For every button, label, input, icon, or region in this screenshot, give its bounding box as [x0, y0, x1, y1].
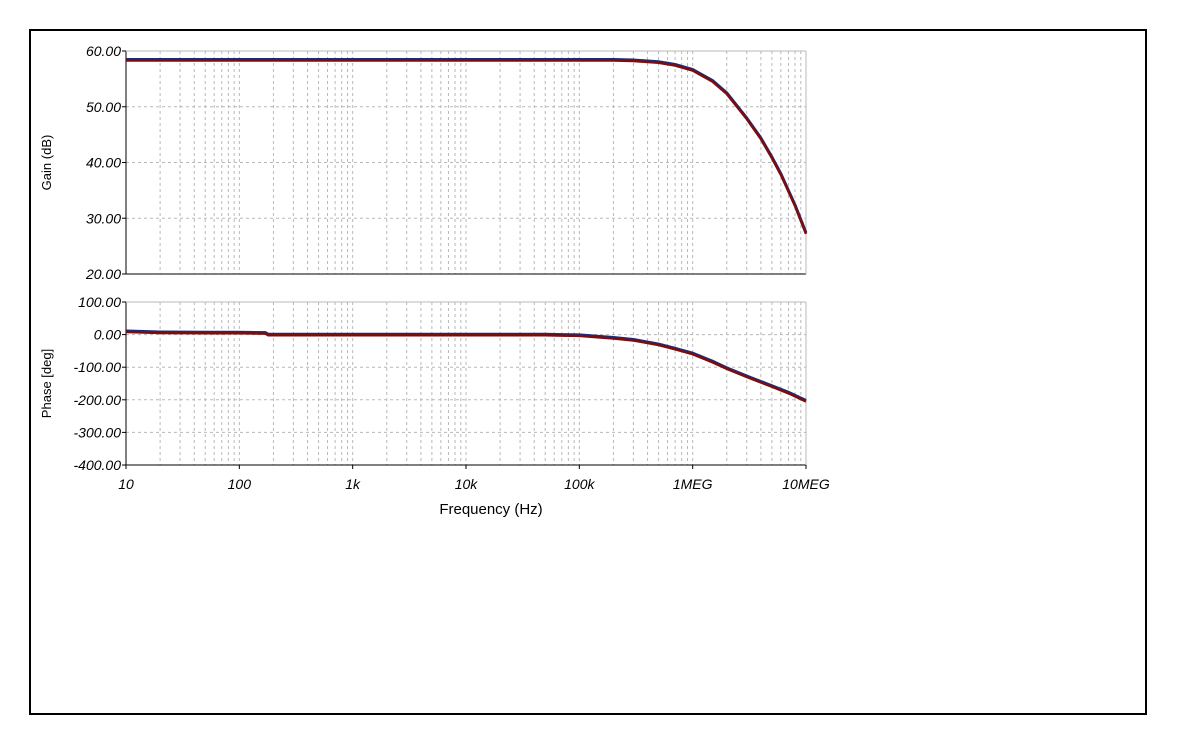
y-tick-label: -100.00 [74, 359, 122, 375]
phase-axis-title: Phase [deg] [39, 349, 54, 418]
x-tick-label: 10MEG [782, 476, 830, 492]
y-tick-label: 0.00 [94, 327, 121, 343]
y-tick-label: -200.00 [74, 392, 122, 408]
y-tick-label: 60.00 [86, 43, 121, 59]
phase-trace-shadow [125, 329, 807, 402]
y-tick-label: -400.00 [74, 457, 122, 473]
phase-trace [125, 330, 807, 403]
y-tick-label: 100.00 [78, 294, 121, 310]
gain-trace [126, 59, 808, 235]
x-tick-label: 100 [228, 476, 252, 492]
x-tick-label: 10k [455, 476, 479, 492]
y-tick-label: 20.00 [85, 266, 121, 282]
x-tick-label: 1MEG [673, 476, 713, 492]
gain-trace-shadow [126, 57, 808, 234]
y-tick-label: 30.00 [86, 210, 121, 226]
y-tick-label: 40.00 [86, 155, 121, 171]
frequency-axis-title: Frequency (Hz) [439, 501, 542, 518]
gain-panel: 60.00 50.00 40.00 30.00 20.00 Gain (dB) [39, 43, 808, 282]
phase-panel: 100.00 0.00 -100.00 -200.00 -300.00 -400.00 P… [39, 294, 830, 518]
gain-axis-title: Gain (dB) [39, 135, 54, 191]
chart-frame [29, 29, 1147, 715]
y-tick-label: 50.00 [86, 99, 121, 115]
x-tick-label: 1k [345, 476, 361, 492]
y-tick-label: -300.00 [74, 424, 122, 440]
x-tick-label: 10 [118, 476, 134, 492]
x-tick-label: 100k [564, 476, 595, 492]
